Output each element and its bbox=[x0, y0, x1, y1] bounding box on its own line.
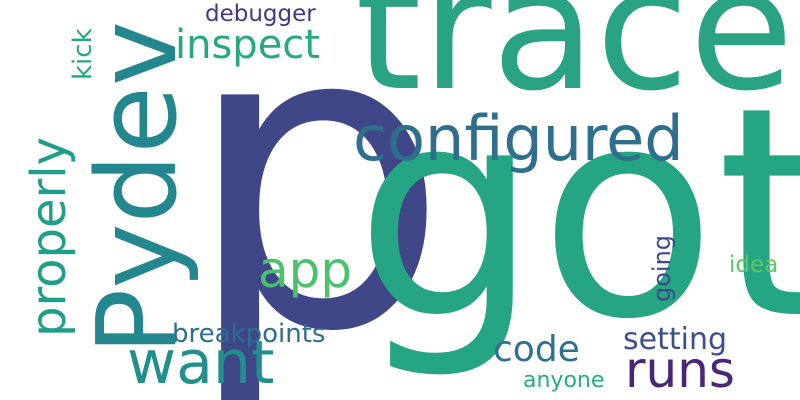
word-configured: configured bbox=[353, 102, 684, 175]
word-pydev: Pydev bbox=[73, 20, 201, 355]
word-kick: kick bbox=[68, 28, 98, 80]
word-p: p bbox=[183, 0, 450, 400]
word-anyone: anyone bbox=[523, 368, 605, 393]
word-idea: idea bbox=[729, 252, 779, 278]
word-want: want bbox=[127, 328, 275, 398]
word-setting: setting bbox=[623, 322, 728, 357]
word-properly: properly bbox=[21, 137, 77, 337]
word-debugger: debugger bbox=[205, 1, 316, 27]
word-runs: runs bbox=[625, 341, 735, 399]
word-trace: trace bbox=[355, 0, 794, 129]
word-inspect: inspect bbox=[175, 22, 320, 68]
word-breakpoints: breakpoints bbox=[172, 319, 326, 349]
word-got: got bbox=[355, 46, 800, 383]
word-going: going bbox=[648, 234, 676, 302]
word-app: app bbox=[258, 241, 353, 299]
word-code: code bbox=[493, 329, 580, 370]
